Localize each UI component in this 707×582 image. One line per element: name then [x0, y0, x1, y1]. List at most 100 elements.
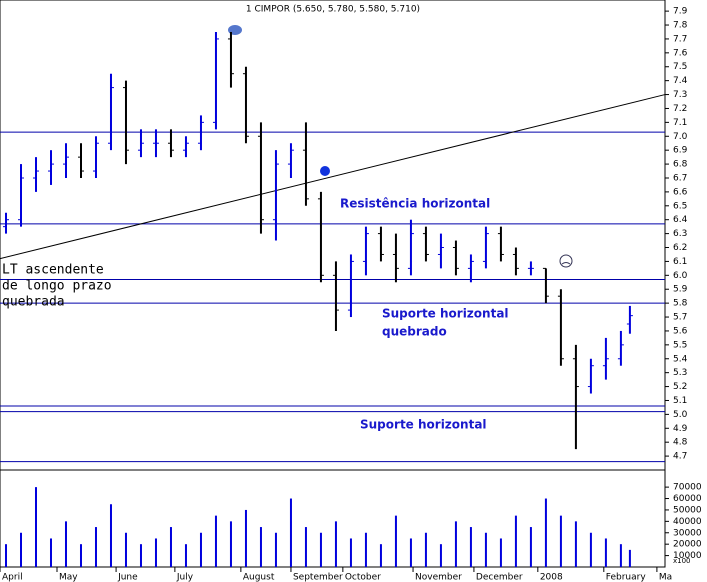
volume-bar — [604, 538, 607, 567]
volume-bar — [289, 498, 292, 567]
volume-tick-label: 10000 — [673, 551, 702, 561]
y-tick-label: 5.9 — [673, 285, 688, 295]
volume-bar — [409, 538, 412, 567]
y-tick-label: 6.7 — [673, 173, 687, 183]
y-tick-label: 4.7 — [673, 452, 687, 462]
volume-bar — [184, 544, 187, 567]
icon-sad — [559, 254, 573, 268]
y-tick-label: 6.2 — [673, 243, 687, 253]
volume-bar — [529, 527, 532, 567]
y-tick-label: 7.3 — [673, 90, 687, 100]
y-tick-label: 7.7 — [673, 34, 687, 44]
icon-bomb — [320, 166, 330, 176]
volume-bar — [19, 532, 22, 567]
y-tick-label: 5.3 — [673, 368, 687, 378]
x-tick-label: June — [117, 573, 138, 582]
volume-bar — [619, 544, 622, 567]
volume-bar — [484, 532, 487, 567]
volume-bar — [379, 544, 382, 567]
volume-bar — [454, 521, 457, 567]
x-tick-label: September — [293, 573, 343, 582]
annotation: de longo prazo — [2, 279, 112, 294]
y-tick-label: 5.7 — [673, 313, 687, 323]
y-tick-label: 5.6 — [673, 326, 688, 336]
x-tick-label: August — [243, 573, 275, 582]
volume-bar — [49, 538, 52, 567]
volume-bar — [139, 544, 142, 567]
annotation: quebrada — [2, 295, 65, 310]
price-frame — [0, 0, 666, 471]
y-tick-label: 5.2 — [673, 382, 687, 392]
y-tick-label: 6.3 — [673, 229, 687, 239]
volume-bar — [4, 544, 7, 567]
y-tick-label: 7.5 — [673, 62, 687, 72]
y-tick-label: 4.8 — [673, 438, 688, 448]
y-tick-label: 6.8 — [673, 160, 688, 170]
y-tick-label: 6.1 — [673, 257, 687, 267]
volume-bar — [34, 487, 37, 567]
volume-bar — [628, 549, 631, 567]
y-tick-label: 6.9 — [673, 146, 688, 156]
y-tick-label: 7.1 — [673, 118, 687, 128]
volume-bar — [514, 515, 517, 567]
x-tick-label: May — [59, 573, 78, 582]
trend-line — [0, 94, 666, 260]
volume-tick-label: 40000 — [673, 517, 702, 527]
y-tick-label: 6.5 — [673, 201, 687, 211]
y-tick-label: 7.9 — [673, 7, 688, 17]
volume-bar — [394, 515, 397, 567]
x-tick-label: July — [176, 573, 194, 582]
x-tick-label: 2008 — [540, 573, 563, 582]
y-tick-label: 7.2 — [673, 104, 687, 114]
volume-tick-label: 70000 — [673, 483, 702, 493]
annotation: Resistência horizontal — [340, 197, 490, 211]
volume-bar — [439, 544, 442, 567]
volume-tick-label: 20000 — [673, 540, 702, 550]
volume-tick-label: 50000 — [673, 505, 702, 515]
volume-tick-label: 60000 — [673, 494, 702, 504]
volume-bar — [199, 532, 202, 567]
y-tick-label: 6.0 — [673, 271, 688, 281]
y-tick-label: 6.6 — [673, 187, 688, 197]
y-tick-label: 5.8 — [673, 299, 688, 309]
y-tick-label: 5.5 — [673, 340, 687, 350]
annotation: LT ascendente — [2, 263, 104, 278]
volume-bar — [349, 538, 352, 567]
volume-bar — [589, 532, 592, 567]
y-tick-label: 7.8 — [673, 21, 688, 31]
volume-bar — [559, 515, 562, 567]
annotation: Suporte horizontal — [360, 418, 487, 432]
x-tick-label: October — [345, 573, 381, 582]
volume-bar — [124, 532, 127, 567]
volume-bar — [109, 504, 112, 567]
x-tick-label: December — [476, 573, 523, 582]
volume-bar — [544, 498, 547, 567]
y-tick-label: 7.0 — [673, 132, 688, 142]
annotation: Suporte horizontal — [382, 307, 509, 321]
y-tick-label: 5.0 — [673, 410, 688, 420]
chart-title: 1 CIMPOR (5.650, 5.780, 5.580, 5.710) — [246, 5, 420, 15]
volume-bar — [94, 527, 97, 567]
x-tick-label: Ma — [659, 573, 672, 582]
volume-bar — [244, 509, 247, 567]
x-tick-label: November — [415, 573, 462, 582]
volume-bar — [64, 521, 67, 567]
volume-bar — [334, 521, 337, 567]
volume-bar — [259, 527, 262, 567]
volume-bar — [304, 527, 307, 567]
volume-frame — [0, 469, 666, 568]
y-tick-label: 7.6 — [673, 48, 688, 58]
volume-bar — [169, 527, 172, 567]
volume-bar — [229, 521, 232, 567]
volume-bar — [319, 532, 322, 567]
volume-bar — [499, 538, 502, 567]
y-tick-label: 4.9 — [673, 424, 688, 434]
y-tick-label: 7.4 — [673, 76, 688, 86]
volume-bar — [79, 544, 82, 567]
volume-bar — [214, 515, 217, 567]
y-tick-label: 6.4 — [673, 215, 688, 225]
volume-bar — [274, 532, 277, 567]
x-tick-label: April — [2, 573, 23, 582]
x-tick-label: February — [606, 573, 647, 582]
